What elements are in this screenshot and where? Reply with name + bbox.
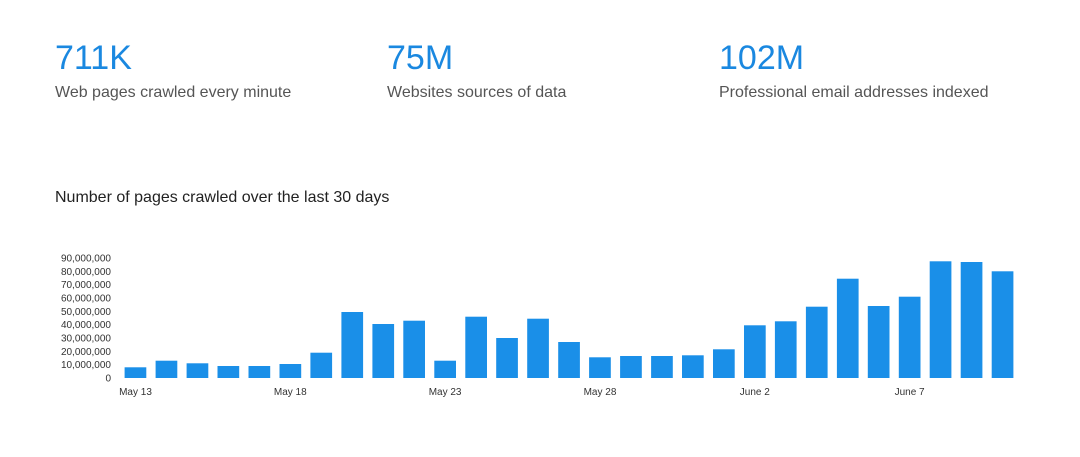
y-tick-label: 0 [105,374,111,385]
bar[interactable] [155,360,178,378]
bar[interactable] [496,338,518,378]
stat-value: 102M [719,39,805,77]
x-tick-label: May 18 [274,387,307,398]
bar[interactable] [991,271,1014,378]
y-axis: 0 10,000,000 20,000,000 30,000,000 40,000,00… [61,254,112,385]
stat-email-addresses: 102M Professional email addresses indexe… [719,38,988,103]
bar[interactable] [434,360,456,378]
stat-label: Web pages crawled every minute [55,84,292,101]
stats-row: 711K Web pages crawled every minute 75M … [0,38,1080,118]
y-tick-label: 80,000,000 [61,267,111,278]
stat-value: 75M [387,39,454,77]
bar[interactable] [589,357,611,378]
bar[interactable] [217,366,240,378]
bar[interactable] [341,312,364,378]
bar[interactable] [372,324,395,378]
bar[interactable] [558,342,580,378]
bar[interactable] [713,349,735,378]
x-tick-label: May 13 [119,387,152,398]
stat-pages-per-minute: 711K Web pages crawled every minute [55,38,291,103]
bar[interactable] [465,316,487,378]
stat-label: Websites sources of data [387,84,567,101]
y-tick-label: 50,000,000 [61,307,111,318]
y-tick-label: 40,000,000 [61,320,111,331]
bar[interactable] [898,296,921,378]
x-tick-label: May 28 [584,387,617,398]
stat-label: Professional email addresses indexed [719,84,989,101]
bar[interactable] [774,321,797,378]
chart-title: Number of pages crawled over the last 30… [55,189,390,206]
x-axis: May 13 May 18 May 23 May 28 June 2 June 7 [119,387,925,398]
bar[interactable] [310,352,333,378]
bar[interactable] [124,367,147,378]
y-tick-label: 90,000,000 [61,254,111,265]
bar[interactable] [744,325,766,378]
bar[interactable] [186,363,209,378]
bar[interactable] [805,306,828,378]
bar[interactable] [867,306,890,378]
bar[interactable] [403,320,425,378]
bar-series [124,261,1014,378]
bar[interactable] [682,355,704,378]
bar[interactable] [620,356,642,378]
stat-website-sources: 75M Websites sources of data [387,38,566,103]
bar[interactable] [248,366,271,378]
y-tick-label: 20,000,000 [61,347,111,358]
bar[interactable] [929,261,952,378]
bar[interactable] [279,364,302,378]
y-tick-label: 30,000,000 [61,334,111,345]
bar[interactable] [836,278,859,378]
x-tick-label: June 7 [895,387,925,398]
x-tick-label: June 2 [740,387,770,398]
y-tick-label: 10,000,000 [61,360,111,371]
y-tick-label: 70,000,000 [61,280,111,291]
bar[interactable] [527,318,549,378]
y-tick-label: 60,000,000 [61,294,111,305]
bar[interactable] [651,356,673,378]
stat-value: 711K [55,39,132,77]
bar[interactable] [960,262,983,378]
x-tick-label: May 23 [429,387,462,398]
